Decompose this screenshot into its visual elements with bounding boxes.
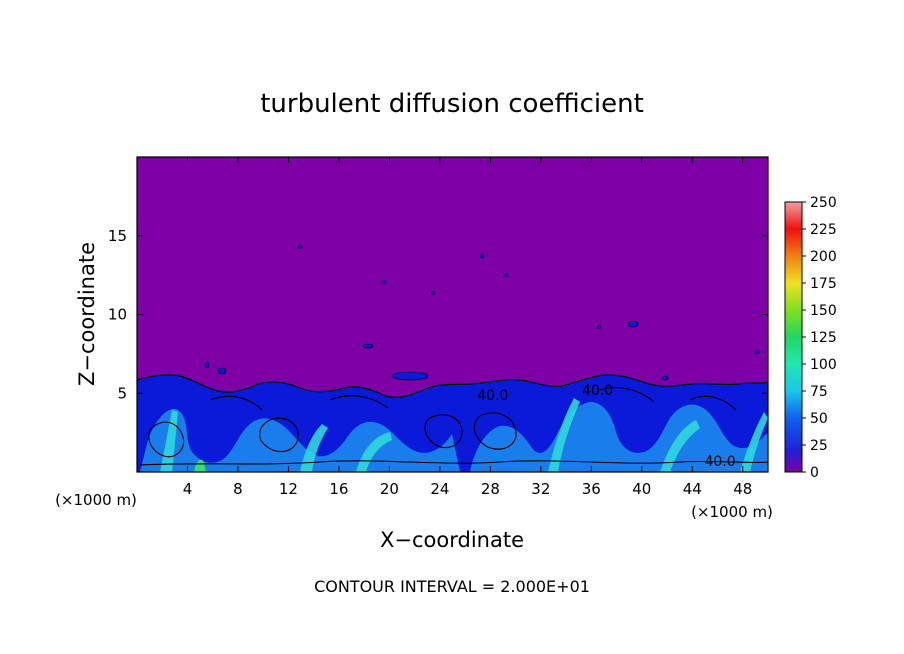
x-unit-label: (×1000 m) xyxy=(55,491,137,509)
x-tick-label: 8 xyxy=(233,480,243,498)
x-tick-label: 16 xyxy=(329,480,348,498)
upper-specks xyxy=(204,245,760,381)
x-tick-label: 44 xyxy=(683,480,702,498)
x-tick-label: 36 xyxy=(582,480,601,498)
y-tick-label: 10 xyxy=(108,306,127,324)
contour-lines xyxy=(139,387,768,466)
y-axis-label: Z−coordinate xyxy=(75,242,99,386)
y-ticks: 5 10 15 xyxy=(108,227,768,402)
contour-label: 40.0 xyxy=(477,388,508,404)
colorbar: 0 25 50 75 100 125 150 175 200 225 250 xyxy=(784,195,837,481)
y-tick-label: 5 xyxy=(117,384,127,402)
colorbar-tick-label: 225 xyxy=(810,222,837,238)
x-tick-label: 4 xyxy=(183,480,193,498)
colorbar-tick-label: 125 xyxy=(810,330,837,346)
x-tick-label: 20 xyxy=(380,480,399,498)
colorbar-tick-label: 200 xyxy=(810,249,837,265)
colorbar-tick-label: 75 xyxy=(810,384,828,400)
colorbar-tick-label: 150 xyxy=(810,303,837,319)
colorbar-gradient xyxy=(784,201,803,473)
x-tick-label: 24 xyxy=(430,480,449,498)
colorbar-tick-label: 0 xyxy=(810,465,819,481)
x-ticks: 4 8 12 16 20 24 28 32 36 40 44 48 xyxy=(183,157,752,498)
contour-interval-note: CONTOUR INTERVAL = 2.000E+01 xyxy=(314,577,590,596)
colorbar-tick-label: 100 xyxy=(810,357,837,373)
colorbar-tick-label: 250 xyxy=(810,195,837,211)
colorbar-tick-label: 175 xyxy=(810,276,837,292)
colorbar-tick-label: 50 xyxy=(810,411,828,427)
x-tick-label: 12 xyxy=(279,480,298,498)
peak-spot xyxy=(194,459,206,472)
mid-layer-west xyxy=(140,409,460,472)
y-unit-label: (×1000 m) xyxy=(691,503,773,521)
x-tick-label: 32 xyxy=(531,480,550,498)
colorbar-ticks: 0 25 50 75 100 125 150 175 200 225 250 xyxy=(802,195,837,481)
chart-title: turbulent diffusion coefficient xyxy=(260,89,644,119)
x-tick-label: 28 xyxy=(481,480,500,498)
high-streaks xyxy=(160,398,768,472)
x-tick-label: 40 xyxy=(632,480,651,498)
contour-label: 40.0 xyxy=(582,383,613,399)
contour-label: 40.0 xyxy=(704,454,735,470)
x-tick-label: 48 xyxy=(733,480,752,498)
contour-labels: 40.0 40.0 40.0 xyxy=(477,383,735,470)
plot-area: 40.0 40.0 40.0 xyxy=(137,157,768,472)
y-tick-label: 15 xyxy=(108,227,127,245)
colorbar-tick-label: 25 xyxy=(810,438,828,454)
mid-layer-east xyxy=(470,402,768,472)
x-axis-label: X−coordinate xyxy=(380,528,524,552)
